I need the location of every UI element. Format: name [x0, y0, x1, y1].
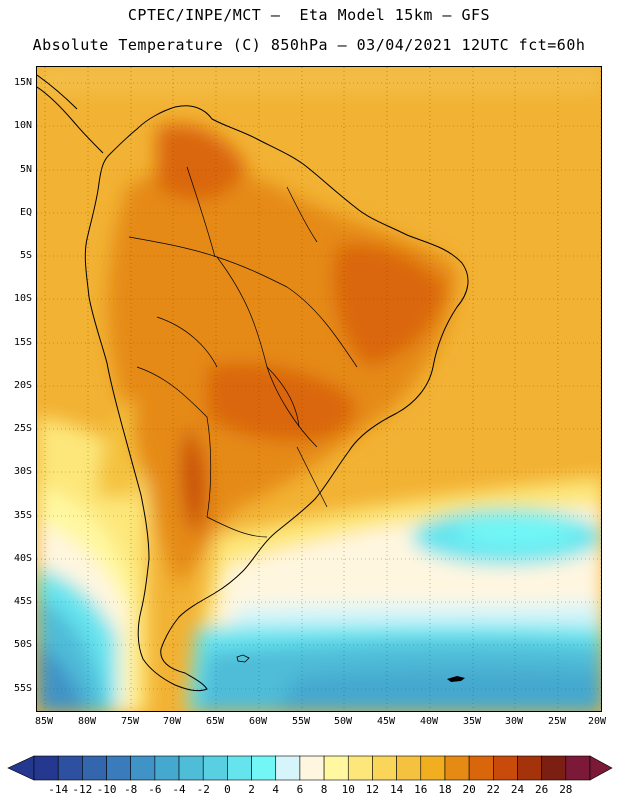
colorbar-cell: [372, 755, 397, 781]
lat-label: 20S: [13, 380, 32, 391]
colorbar-tick-label: -10: [96, 783, 117, 796]
colorbar-tick-label: -8: [124, 783, 138, 796]
colorbar: [7, 755, 613, 781]
colorbar-cell: [420, 755, 446, 781]
colorbar-tick-label: 14: [389, 783, 404, 796]
colorbar-cell: [106, 755, 131, 781]
colorbar-cell: [396, 755, 422, 781]
temperature-fill-layer: [37, 67, 601, 711]
colorbar-cell: [202, 755, 228, 781]
colorbar-tick-label: 6: [296, 783, 304, 796]
lat-label: EQ: [19, 207, 32, 218]
lat-label: 10N: [13, 120, 32, 131]
colorbar-cell: [154, 755, 180, 781]
south-georgia-outline: [447, 676, 465, 682]
colorbar-tick-label: 22: [486, 783, 500, 796]
falklands-outline: [236, 654, 250, 663]
lon-label: 80W: [77, 716, 97, 727]
colorbar-cell: [468, 755, 494, 781]
colorbar-cell: [33, 755, 59, 781]
chart-title-line1: CPTEC/INPE/MCT – Eta Model 15km – GFS: [127, 6, 491, 24]
colorbar-arrow-high: [589, 755, 613, 781]
lon-label: 85W: [34, 716, 54, 727]
colorbar-tick-label: 4: [272, 783, 280, 796]
lon-label: 65W: [205, 716, 225, 727]
colorbar-cell: [57, 755, 83, 781]
colorbar-tick-label: 10: [341, 783, 355, 796]
colorbar-cell: [517, 755, 542, 781]
colorbar-tick-label: -2: [196, 783, 210, 796]
colorbar-tick-label: 16: [414, 783, 428, 796]
lat-label: 55S: [13, 683, 32, 694]
colorbar-cell: [178, 755, 204, 781]
lat-label: 40S: [13, 553, 32, 564]
colorbar-tick-label: -12: [72, 783, 93, 796]
lat-label: 15S: [13, 337, 32, 348]
central-america-coastline: [37, 74, 104, 154]
map-svg: [37, 67, 601, 711]
colorbar-cell: [227, 755, 252, 781]
lat-label: 10S: [13, 293, 32, 304]
lon-label: 70W: [162, 716, 182, 727]
lat-label: 5S: [19, 250, 32, 261]
lon-label: 50W: [333, 716, 353, 727]
lat-label: 50S: [13, 639, 32, 650]
colorbar-cells: [7, 755, 613, 781]
colorbar-tick-label: 24: [510, 783, 525, 796]
colorbar-tick-label: 2: [248, 783, 255, 796]
lat-label: 5N: [19, 164, 32, 175]
colorbar-cell: [130, 755, 156, 781]
country-borders: [128, 166, 358, 538]
colorbar-cell: [347, 755, 373, 781]
colorbar-tick-label: 28: [559, 783, 573, 796]
colorbar-cell: [251, 755, 277, 781]
colorbar-tick-label: 12: [365, 783, 380, 796]
colorbar-tick-label: 0: [224, 783, 231, 796]
lat-label: 25S: [13, 423, 32, 434]
colorbar-tick-label: 18: [438, 783, 452, 796]
lon-label: 25W: [547, 716, 567, 727]
lon-label: 30W: [504, 716, 524, 727]
colorbar-cell: [82, 755, 107, 781]
colorbar-tick-label: -4: [172, 783, 186, 796]
colorbar-cell: [565, 755, 591, 781]
colorbar-tick-label: -14: [48, 783, 69, 796]
lon-label: 40W: [419, 716, 439, 727]
south-america-coastline: [84, 105, 469, 692]
lat-label: 15N: [13, 77, 32, 88]
lon-label: 75W: [120, 716, 140, 727]
colorbar-cell: [493, 755, 518, 781]
lon-label: 60W: [248, 716, 268, 727]
temperature-map: [36, 66, 602, 712]
colorbar-tick-label: 8: [320, 783, 328, 796]
lat-label: 30S: [13, 466, 32, 477]
lon-label: 55W: [291, 716, 311, 727]
lon-label: 45W: [376, 716, 396, 727]
colorbar-cell: [275, 755, 301, 781]
colorbar-cell: [444, 755, 470, 781]
lon-label: 20W: [587, 716, 607, 727]
colorbar-cell: [323, 755, 349, 781]
colorbar-tick-label: 26: [535, 783, 549, 796]
lat-label: 45S: [13, 596, 32, 607]
colorbar-arrow-low: [7, 755, 35, 781]
colorbar-tick-label: -6: [148, 783, 162, 796]
lon-label: 35W: [462, 716, 482, 727]
lat-label: 35S: [13, 510, 32, 521]
colorbar-tick-label: 20: [462, 783, 476, 796]
colorbar-cell: [541, 755, 567, 781]
colorbar-cell: [299, 755, 325, 781]
chart-title-line2: Absolute Temperature (C) 850hPa – 03/04/…: [32, 36, 586, 54]
